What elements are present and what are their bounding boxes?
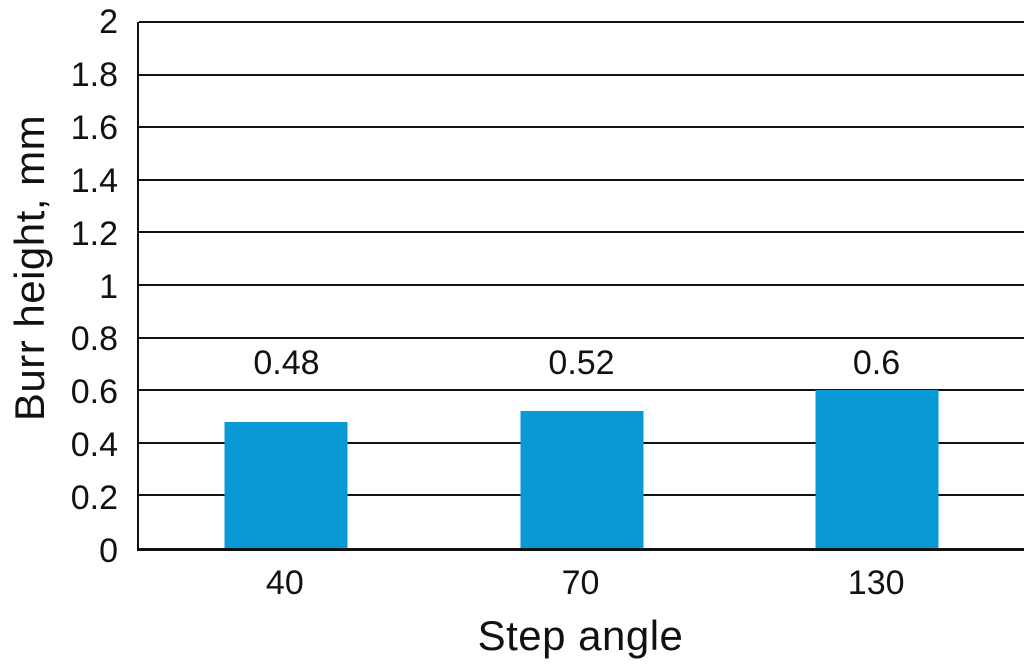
- bar-70: [520, 411, 643, 548]
- y-tick-label-1.2: 1.2: [70, 214, 118, 253]
- y-tick-label-0: 0: [99, 532, 118, 570]
- x-axis-category-labels: 40 70 130: [137, 566, 1024, 606]
- gridline-1.6: [139, 126, 1024, 129]
- gridline-1.4: [139, 178, 1024, 181]
- bar-value-label-70: 0.52: [548, 344, 615, 383]
- x-category-label-130: 130: [847, 564, 905, 602]
- gridline-1: [139, 284, 1024, 286]
- gridline-0.8: [139, 336, 1024, 339]
- y-tick-label-1.6: 1.6: [70, 108, 118, 147]
- x-category-label-40: 40: [265, 564, 304, 602]
- y-tick-label-1.8: 1.8: [70, 55, 118, 94]
- y-tick-label-0.8: 0.8: [70, 320, 118, 359]
- bar-130: [815, 390, 938, 548]
- x-category-label-70: 70: [561, 564, 600, 602]
- x-axis-title: Step angle: [477, 612, 684, 659]
- y-tick-label-1.4: 1.4: [70, 161, 118, 200]
- gridline-1.8: [139, 73, 1024, 76]
- bar-40: [224, 421, 348, 548]
- y-tick-label-1: 1: [99, 267, 118, 306]
- gridline-2: [139, 21, 1024, 23]
- plot-area: 0.48 0.52 0.6: [137, 21, 1024, 551]
- y-tick-label-2: 2: [99, 3, 118, 41]
- gridline-1.2: [139, 231, 1024, 234]
- gridline-0.6: [139, 389, 1024, 392]
- y-tick-label-0.2: 0.2: [70, 479, 118, 518]
- y-tick-label-0.4: 0.4: [70, 426, 118, 465]
- y-tick-label-0.6: 0.6: [70, 373, 118, 412]
- bar-value-label-40: 0.48: [253, 344, 320, 383]
- y-axis-ticks: 0 0.2 0.4 0.6 0.8 1 1.2 1.4 1.6 1.8 2: [0, 5, 118, 568]
- bar-value-label-130: 0.6: [852, 344, 901, 383]
